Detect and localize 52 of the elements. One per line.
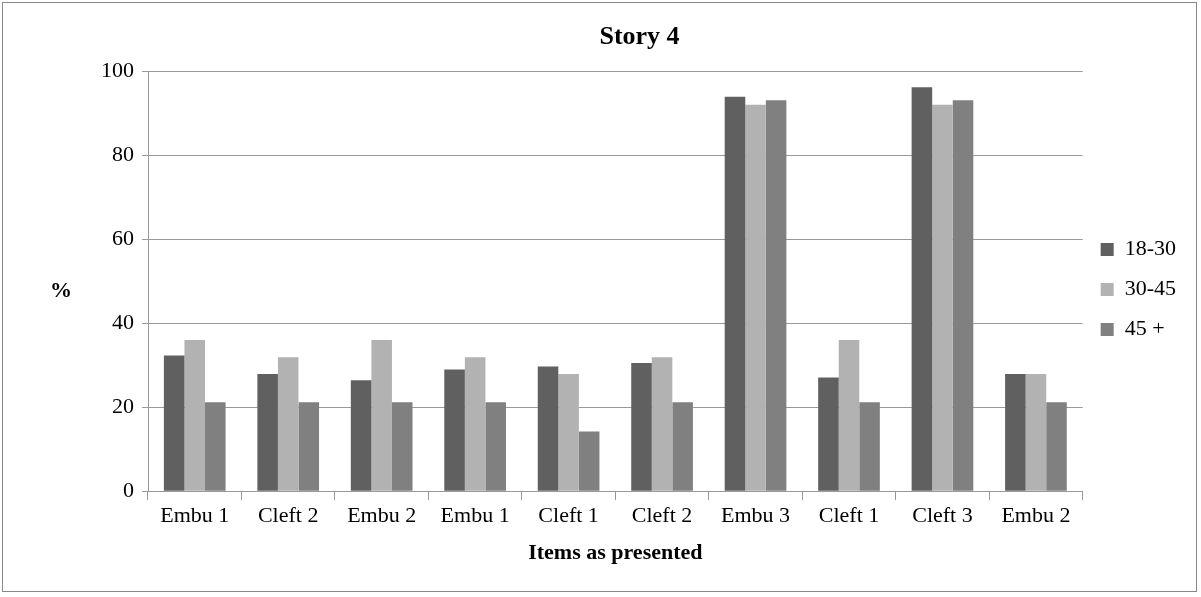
y-tick-label: 20 [112,392,134,418]
legend-label: 18-30 [1124,235,1176,261]
x-tick-label: Cleft 2 [631,502,693,528]
bar [724,96,746,491]
bar [558,374,579,491]
bar [350,380,372,491]
y-tick-label: 60 [112,224,134,250]
bar [537,366,559,491]
bar [631,363,652,491]
bar [838,340,860,491]
bar [371,340,392,491]
bar [578,431,600,491]
bar [277,357,299,491]
bar [205,402,226,491]
bar [485,402,506,491]
y-tick-label: 80 [112,140,134,166]
x-axis-title: Items as presented [528,539,703,565]
bar [765,100,787,491]
x-tick-label: Embu 3 [721,502,791,528]
bar [391,402,413,491]
y-tick-label: 0 [123,476,134,502]
bar [932,104,953,491]
x-tick-label: Embu 2 [1001,502,1071,528]
bar [1046,402,1067,491]
bar [818,377,839,491]
chart-title: Story 4 [599,21,680,51]
bar [672,402,693,491]
bar [911,87,933,491]
x-tick-label: Embu 1 [440,502,510,528]
x-tick-label: Cleft 1 [538,502,599,528]
x-tick-label: Embu 2 [347,502,417,528]
bar [952,100,974,491]
bar [184,340,206,491]
x-tick-label: Cleft 2 [257,502,319,528]
bar [1025,374,1047,491]
bar [163,355,185,491]
legend-label: 45 + [1124,315,1165,341]
bar [651,357,673,491]
x-tick-label: Cleft 3 [912,502,973,528]
bar [1005,374,1026,491]
x-tick-label: Cleft 1 [818,502,880,528]
bar [257,374,278,491]
bar [444,369,465,491]
bar [298,402,320,491]
bar [745,104,766,491]
x-tick-label: Embu 1 [160,502,230,528]
y-tick-label: 40 [112,308,134,334]
y-tick-label: 100 [101,56,134,82]
bar [859,402,880,491]
y-axis-title: % [50,276,72,302]
bar [464,357,486,491]
legend-label: 30-45 [1124,275,1176,301]
